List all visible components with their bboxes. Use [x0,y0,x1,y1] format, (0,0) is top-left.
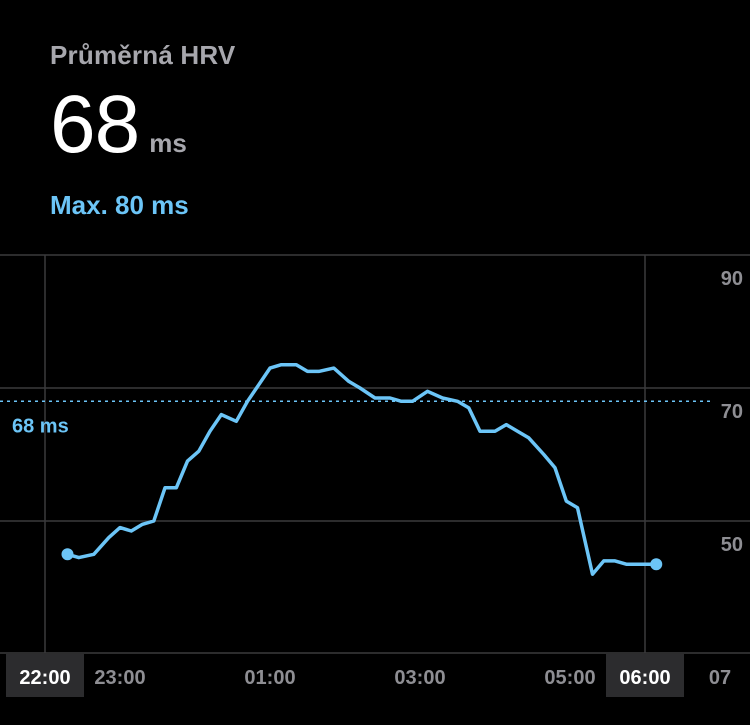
y-tick-label: 50 [721,534,743,556]
y-tick-label: 90 [721,268,743,290]
x-tick-label: 01:00 [244,667,295,689]
x-tick-label: 22:00 [19,667,70,689]
average-hrv-value: 68 [50,79,140,170]
x-tick-highlight [6,654,84,697]
series-end-point [650,558,663,571]
value-unit: ms [149,128,187,158]
x-tick-highlight [606,654,684,697]
hrv-series-line [65,362,659,576]
metric-title: Průměrná HRV [50,40,236,70]
x-tick-label: 06:00 [619,667,670,689]
max-value-label: Max. 80 ms [50,190,189,220]
x-tick-label: 05:00 [544,667,595,689]
x-tick-label: 07 [709,667,731,689]
y-tick-label: 70 [721,401,743,423]
series-start-point [61,548,74,561]
metric-value-row: 68 ms [50,78,187,172]
x-tick-label: 03:00 [394,667,445,689]
x-tick-label: 23:00 [94,667,145,689]
average-label: 68 ms [12,415,69,437]
